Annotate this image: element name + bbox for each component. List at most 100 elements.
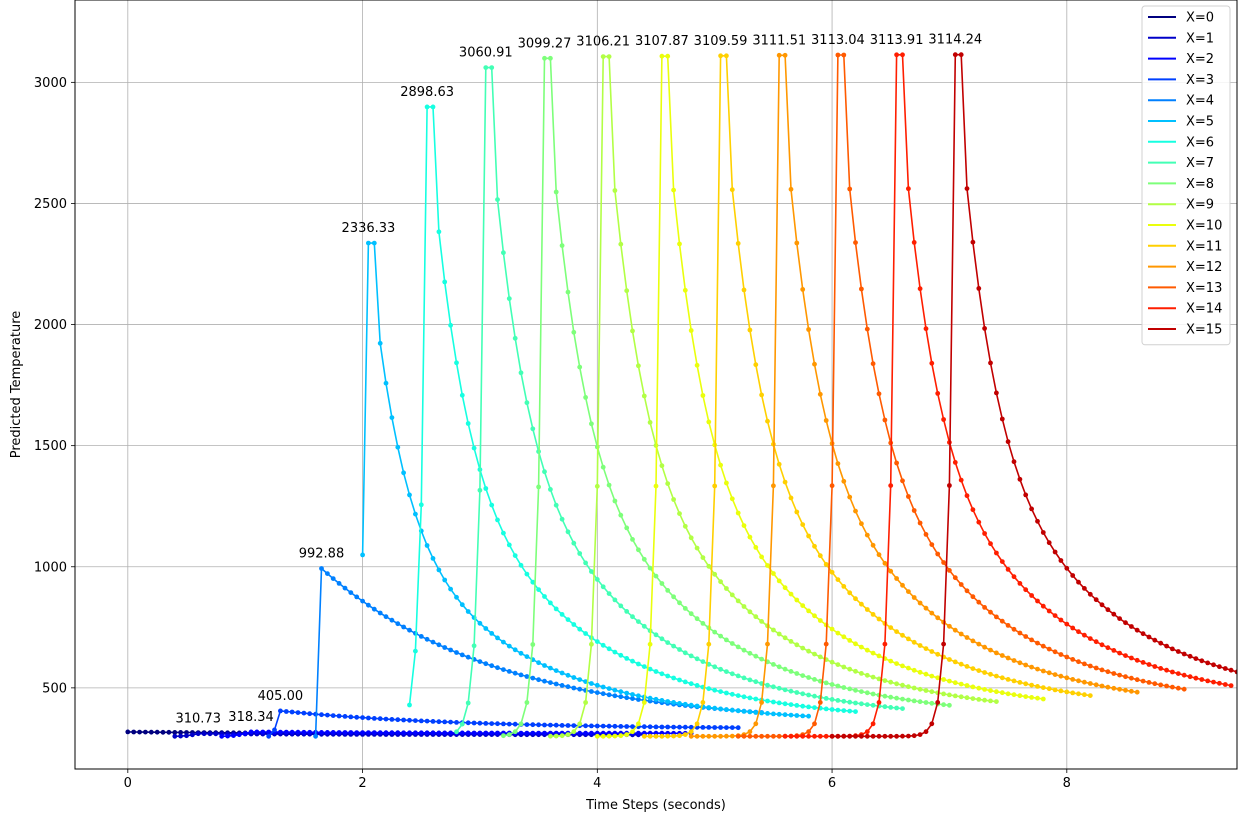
peak-labels: 310.73 318.34 405.00 992.88 2336.33 2898.63 30… bbox=[175, 33, 982, 727]
data-point bbox=[665, 53, 671, 59]
data-point bbox=[706, 705, 712, 710]
data-point bbox=[776, 461, 782, 467]
data-point bbox=[688, 535, 694, 541]
data-point bbox=[1199, 658, 1205, 664]
data-point bbox=[1093, 665, 1099, 671]
data-point bbox=[1193, 656, 1199, 661]
data-point bbox=[465, 654, 471, 660]
data-point bbox=[835, 52, 841, 58]
data-point bbox=[741, 694, 747, 700]
data-point bbox=[1181, 651, 1187, 657]
data-point bbox=[1152, 664, 1158, 669]
data-point bbox=[782, 52, 788, 58]
data-point bbox=[542, 663, 547, 668]
data-point bbox=[771, 733, 776, 739]
data-point bbox=[659, 733, 665, 739]
data-point bbox=[401, 717, 406, 723]
data-point bbox=[1035, 684, 1040, 689]
data-point bbox=[976, 668, 982, 673]
data-point bbox=[882, 733, 888, 739]
data-point bbox=[741, 733, 747, 739]
data-point bbox=[436, 229, 442, 235]
data-point bbox=[694, 703, 700, 709]
data-point bbox=[371, 240, 377, 246]
data-point bbox=[964, 186, 970, 192]
data-point bbox=[630, 729, 635, 735]
data-point bbox=[536, 660, 541, 666]
data-point bbox=[688, 733, 694, 739]
data-point bbox=[630, 328, 635, 334]
data-point bbox=[1017, 693, 1023, 699]
data-point bbox=[759, 619, 764, 624]
data-point bbox=[1046, 646, 1052, 652]
data-point bbox=[395, 730, 401, 736]
data-point bbox=[841, 52, 847, 58]
grid-lines bbox=[75, 0, 1237, 769]
data-point bbox=[988, 688, 993, 693]
data-point bbox=[565, 672, 571, 678]
data-point bbox=[999, 675, 1005, 681]
data-point bbox=[301, 710, 307, 716]
data-point bbox=[377, 716, 383, 722]
data-point bbox=[501, 721, 506, 727]
data-point bbox=[413, 511, 418, 517]
data-point bbox=[753, 710, 759, 715]
data-point bbox=[800, 733, 806, 739]
data-point bbox=[724, 733, 729, 739]
data-point bbox=[853, 596, 858, 602]
data-point bbox=[753, 733, 759, 739]
data-point bbox=[876, 552, 882, 558]
legend-entry: X=4 bbox=[1186, 94, 1214, 109]
data-point bbox=[1093, 597, 1099, 603]
data-point bbox=[553, 668, 559, 673]
data-point bbox=[1040, 685, 1046, 690]
data-point bbox=[1158, 640, 1164, 646]
data-point bbox=[917, 686, 923, 692]
data-point bbox=[512, 553, 518, 558]
data-point bbox=[436, 719, 442, 725]
y-tick-label: 3000 bbox=[34, 76, 67, 91]
data-point bbox=[935, 651, 941, 657]
data-point bbox=[1005, 691, 1011, 697]
data-point bbox=[712, 725, 718, 730]
data-point bbox=[700, 621, 706, 626]
data-point bbox=[524, 730, 530, 736]
data-point bbox=[864, 733, 870, 739]
data-point bbox=[700, 659, 706, 664]
data-point bbox=[812, 721, 817, 727]
data-point bbox=[1017, 581, 1023, 586]
data-point bbox=[483, 661, 489, 667]
data-point bbox=[565, 732, 571, 737]
data-point bbox=[1217, 680, 1222, 686]
data-point bbox=[1076, 659, 1081, 665]
data-point bbox=[442, 279, 448, 285]
data-point bbox=[1058, 673, 1064, 679]
data-point bbox=[630, 537, 635, 542]
data-point bbox=[900, 582, 905, 588]
legend-entry: X=13 bbox=[1186, 281, 1222, 296]
data-point bbox=[700, 393, 706, 398]
data-point bbox=[800, 522, 806, 527]
data-point bbox=[794, 642, 800, 648]
data-point bbox=[835, 461, 841, 466]
data-point bbox=[594, 723, 600, 729]
data-point bbox=[524, 674, 530, 679]
data-point bbox=[1228, 667, 1234, 673]
data-point bbox=[829, 733, 835, 739]
data-point bbox=[964, 588, 970, 594]
data-point bbox=[700, 733, 706, 739]
data-point bbox=[929, 673, 935, 679]
data-point bbox=[982, 531, 987, 536]
legend-entry: X=3 bbox=[1186, 73, 1214, 88]
data-point bbox=[589, 569, 594, 574]
data-point bbox=[729, 725, 735, 730]
data-point bbox=[994, 689, 999, 695]
data-point bbox=[782, 585, 788, 591]
legend: X=0 X=1 X=2 X=3 X=4 X=5 X=6 X=7 X=8 X=9 X=10 X=11 X=… bbox=[1141, 5, 1231, 346]
data-point bbox=[794, 509, 800, 515]
data-point bbox=[1087, 693, 1093, 698]
data-point bbox=[964, 635, 970, 640]
data-point bbox=[1017, 660, 1023, 666]
data-point bbox=[1164, 683, 1169, 689]
data-point bbox=[501, 530, 506, 536]
